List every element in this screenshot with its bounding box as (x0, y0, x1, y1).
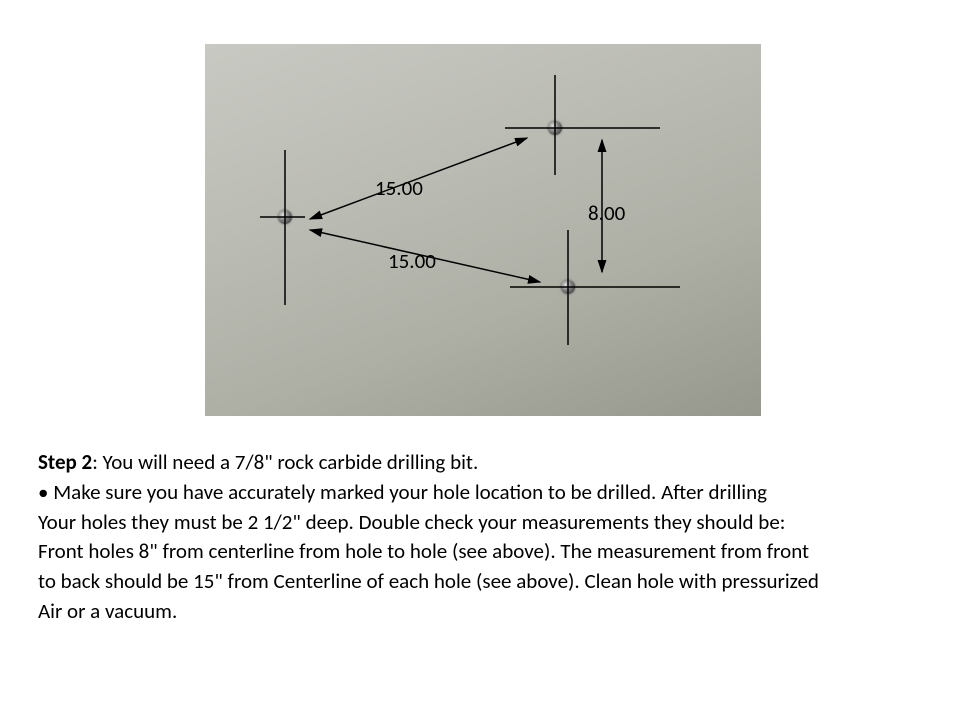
step-title: : You will need a 7/8" rock carbide dril… (92, 449, 478, 475)
instruction-text: Step 2: You will need a 7/8" rock carbid… (38, 448, 938, 627)
line-6: Air or a vacuum. (38, 597, 938, 627)
line-5: to back should be 15" from Centerline of… (38, 567, 938, 597)
dim-lower-15: 15.00 (388, 248, 436, 274)
drilling-photo (205, 44, 761, 416)
line-3: Your holes they must be 2 1/2" deep. Dou… (38, 508, 938, 538)
hole-right-lower (561, 280, 575, 294)
hole-left (278, 210, 292, 224)
line-bullet: • Make sure you have accurately marked y… (38, 478, 938, 508)
dim-upper-15: 15.00 (375, 175, 423, 201)
hole-right-upper (548, 121, 562, 135)
line-4: Front holes 8" from centerline from hole… (38, 537, 938, 567)
dim-vert-8: 8.00 (588, 200, 625, 226)
step-label: Step 2 (38, 449, 92, 475)
